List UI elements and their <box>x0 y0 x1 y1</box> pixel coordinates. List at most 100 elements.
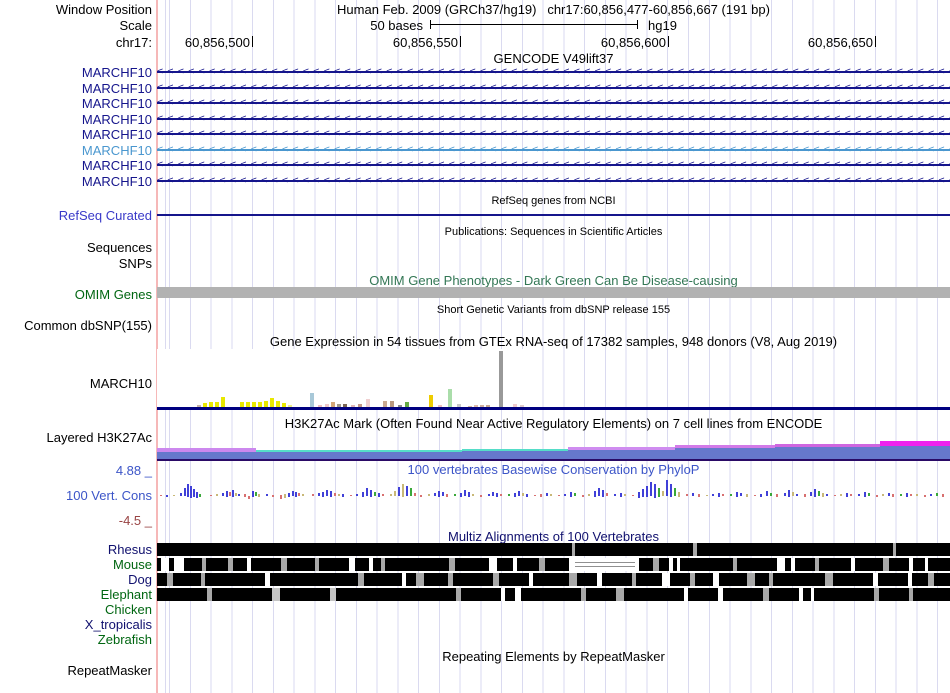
gene-transcript-row[interactable]: <<<<<<<<<<<<<<<<<<<<<<<<<<<<<<<<<<<<<<<<… <box>157 144 950 157</box>
gene-transcript-row[interactable]: <<<<<<<<<<<<<<<<<<<<<<<<<<<<<<<<<<<<<<<<… <box>157 66 950 79</box>
gtex-tissue-bar[interactable] <box>474 405 478 407</box>
conservation-tick-up <box>632 495 634 496</box>
alignment-segment <box>632 573 636 586</box>
gtex-tissue-bar[interactable] <box>383 401 387 407</box>
gtex-tissue-bar[interactable] <box>438 405 442 407</box>
conservation-tick-up <box>394 491 396 496</box>
gtex-tissue-bar[interactable] <box>203 403 207 407</box>
gtex-tissue-bar[interactable] <box>343 404 347 407</box>
alignment-segment <box>453 573 493 586</box>
gtex-tissue-bar[interactable] <box>246 402 250 407</box>
gtex-tissue-bar[interactable] <box>390 401 394 407</box>
species-label[interactable]: Chicken <box>105 602 152 617</box>
gtex-tissue-bar[interactable] <box>358 404 362 407</box>
gene-transcript-row[interactable]: <<<<<<<<<<<<<<<<<<<<<<<<<<<<<<<<<<<<<<<<… <box>157 97 950 110</box>
gtex-tissue-bar[interactable] <box>366 399 370 407</box>
gtex-tissue-bar[interactable] <box>270 398 274 407</box>
repeatmasker-label[interactable]: RepeatMasker <box>67 663 152 678</box>
gene-label[interactable]: MARCHF10 <box>81 143 152 158</box>
gtex-tissue-bar[interactable] <box>520 405 524 407</box>
omim-genes-label[interactable]: OMIM Genes <box>74 287 152 302</box>
gene-transcript-row[interactable]: <<<<<<<<<<<<<<<<<<<<<<<<<<<<<<<<<<<<<<<<… <box>157 159 950 172</box>
gtex-tissue-bar[interactable] <box>486 405 490 407</box>
gtex-tissue-bar[interactable] <box>258 402 262 407</box>
gtex-tissue-bar[interactable] <box>448 389 452 407</box>
gene-transcript-row[interactable]: <<<<<<<<<<<<<<<<<<<<<<<<<<<<<<<<<<<<<<<<… <box>157 175 950 188</box>
layered-h3k27ac-label[interactable]: Layered H3K27Ac <box>46 430 152 445</box>
species-label[interactable]: Rhesus <box>107 542 152 557</box>
gene-direction-arrows: <<<<<<<<<<<<<<<<<<<<<<<<<<<<<<<<<<<<<<<<… <box>157 175 950 186</box>
conservation-tick-up <box>582 495 584 496</box>
refseq-curated-label[interactable]: RefSeq Curated <box>58 208 152 223</box>
scale-label: Scale <box>119 18 152 33</box>
species-alignment-row[interactable] <box>157 573 950 586</box>
conservation-tick-up <box>255 492 257 496</box>
snps-label[interactable]: SNPs <box>118 256 152 271</box>
gene-label[interactable]: MARCHF10 <box>81 81 152 96</box>
gtex-tissue-bar[interactable] <box>468 406 472 407</box>
gtex-tissue-bar[interactable] <box>499 351 503 407</box>
gene-label[interactable]: MARCHF10 <box>81 96 152 111</box>
omim-genes-bar[interactable] <box>157 287 950 298</box>
alignment-segment <box>539 558 545 571</box>
common-dbsnp-label[interactable]: Common dbSNP(155) <box>24 318 152 333</box>
gtex-tissue-bar[interactable] <box>310 393 314 407</box>
gtex-tissue-bar[interactable] <box>405 402 409 407</box>
alignment-segment <box>755 573 769 586</box>
gtex-tissue-bar[interactable] <box>215 402 219 407</box>
gtex-tissue-bar[interactable] <box>264 401 268 407</box>
species-alignment-row[interactable] <box>157 543 950 556</box>
species-label[interactable]: Mouse <box>112 557 152 572</box>
gene-label[interactable]: MARCHF10 <box>81 127 152 142</box>
alignment-segment <box>913 588 950 601</box>
gtex-tissue-bar[interactable] <box>221 397 225 407</box>
gtex-tissue-bar[interactable] <box>209 402 213 407</box>
gtex-tissue-bar[interactable] <box>325 404 329 407</box>
gene-transcript-row[interactable]: <<<<<<<<<<<<<<<<<<<<<<<<<<<<<<<<<<<<<<<<… <box>157 113 950 126</box>
alignment-segment <box>315 558 319 571</box>
conservation-label[interactable]: 100 Vert. Cons <box>66 488 152 503</box>
alignment-segment <box>581 588 586 601</box>
gtex-tissue-bar[interactable] <box>351 405 355 407</box>
gtex-tissue-bar[interactable] <box>282 403 286 407</box>
gtex-tissue-bar[interactable] <box>252 402 256 407</box>
species-label[interactable]: Elephant <box>100 587 152 602</box>
gtex-tissue-bar[interactable] <box>398 405 402 407</box>
gene-label[interactable]: MARCHF10 <box>81 112 152 127</box>
conservation-tick-down <box>193 496 195 497</box>
gtex-tissue-bar[interactable] <box>337 404 341 407</box>
gtex-tissue-bar[interactable] <box>240 402 244 407</box>
refseq-gene-line[interactable] <box>157 214 950 216</box>
gene-transcript-row[interactable]: <<<<<<<<<<<<<<<<<<<<<<<<<<<<<<<<<<<<<<<<… <box>157 82 950 95</box>
gene-label[interactable]: MARCHF10 <box>81 174 152 189</box>
gtex-gene-label[interactable]: MARCH10 <box>89 376 152 391</box>
h3k27ac-fill-segment <box>462 451 568 459</box>
gtex-tissue-bar[interactable] <box>331 402 335 407</box>
species-label[interactable]: X_tropicalis <box>84 617 152 632</box>
species-label[interactable]: Dog <box>128 572 152 587</box>
gtex-tissue-bar[interactable] <box>197 405 201 407</box>
gene-label[interactable]: MARCHF10 <box>81 158 152 173</box>
gtex-tissue-bar[interactable] <box>457 404 461 407</box>
conservation-tick-up <box>402 484 404 496</box>
gene-line <box>157 133 950 135</box>
gtex-tissue-bar[interactable] <box>429 395 433 407</box>
gtex-chart-panel[interactable] <box>157 349 533 408</box>
species-label[interactable]: Zebrafish <box>97 632 152 647</box>
alignment-segment <box>893 543 896 556</box>
alignment-segment <box>247 558 251 571</box>
gene-label[interactable]: MARCHF10 <box>81 65 152 80</box>
gtex-tissue-bar[interactable] <box>480 405 484 407</box>
alignment-segment <box>233 558 247 571</box>
gtex-tissue-bar[interactable] <box>318 405 322 407</box>
conservation-min-value: -4.5 _ <box>118 513 152 528</box>
conservation-tick-down <box>892 496 894 497</box>
gtex-tissue-bar[interactable] <box>513 404 517 407</box>
gene-transcript-row[interactable]: <<<<<<<<<<<<<<<<<<<<<<<<<<<<<<<<<<<<<<<<… <box>157 128 950 141</box>
sequences-label[interactable]: Sequences <box>86 240 152 255</box>
gtex-tissue-bar[interactable] <box>288 405 292 407</box>
species-alignment-row[interactable] <box>157 558 950 571</box>
species-alignment-row[interactable] <box>157 588 950 601</box>
gtex-tissue-bar[interactable] <box>276 401 280 407</box>
alignment-segment <box>228 558 233 571</box>
